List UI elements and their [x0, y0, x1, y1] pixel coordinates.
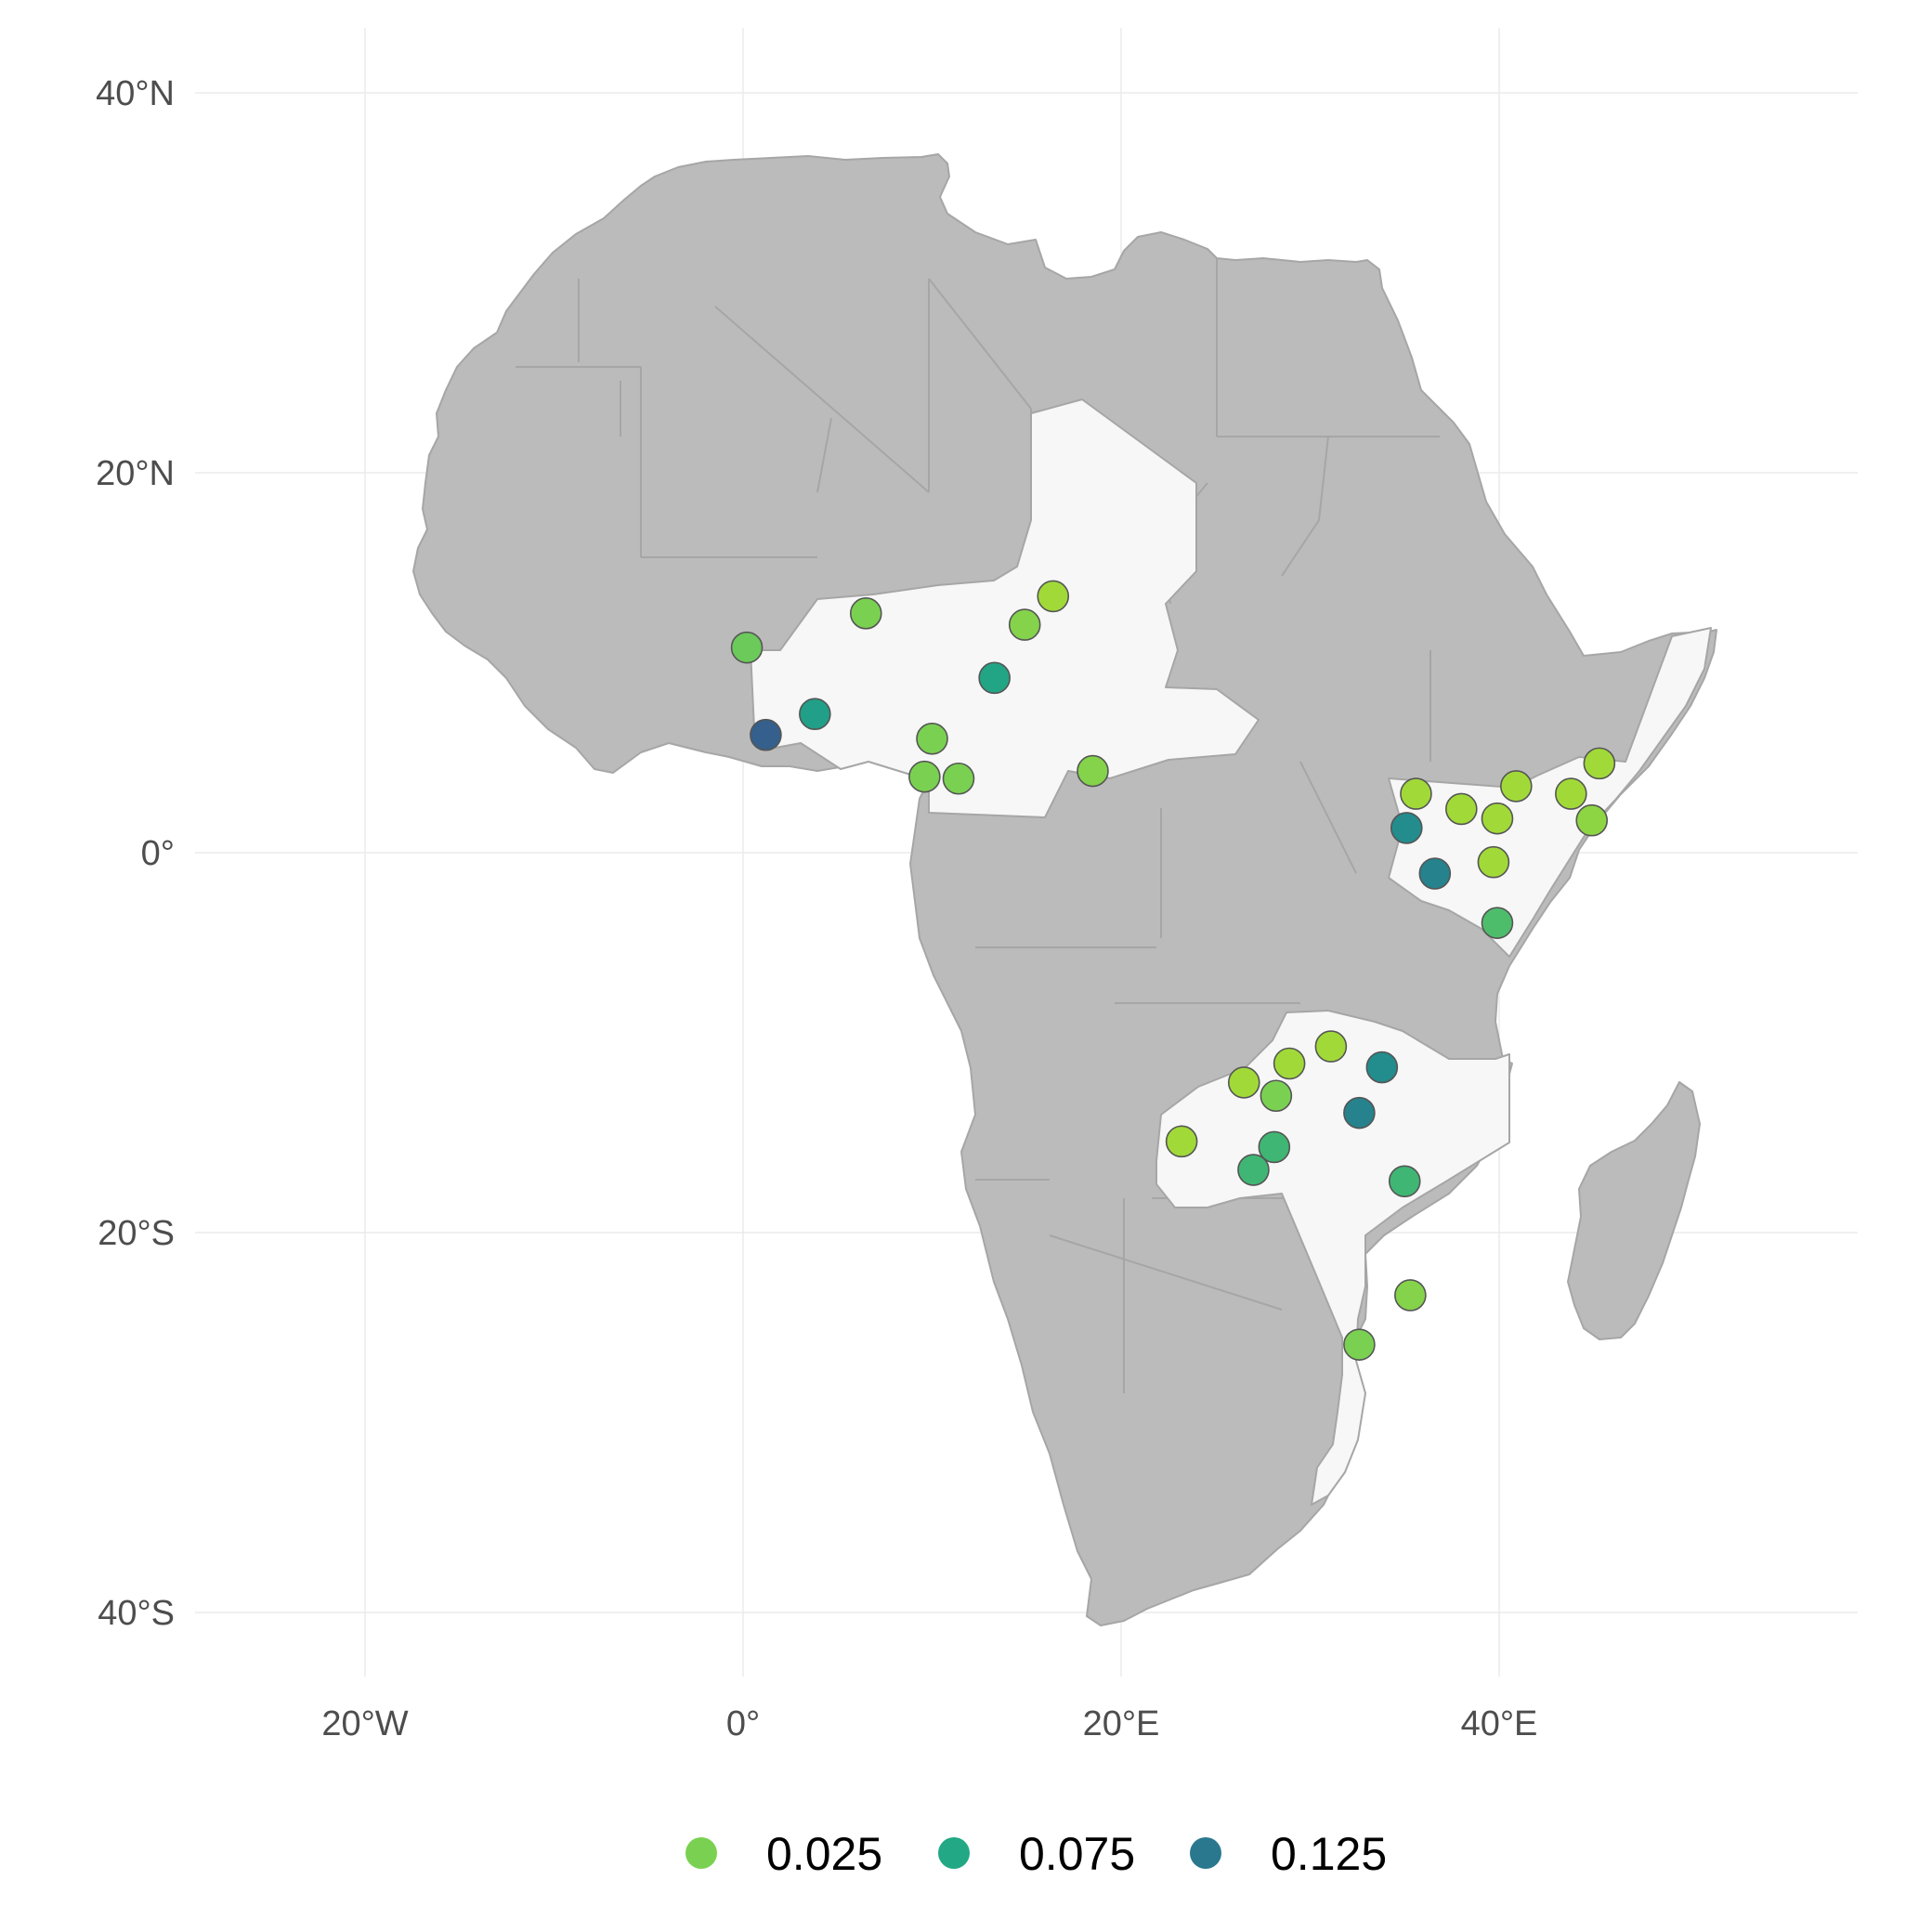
legend-label: 0.025 [766, 1828, 882, 1880]
data-point [799, 698, 831, 731]
data-point [1583, 747, 1616, 780]
country-layer [412, 153, 1717, 1626]
data-point [1481, 802, 1514, 835]
legend-key [685, 1837, 717, 1869]
x-tick-label: 0° [726, 1704, 760, 1743]
y-tick-label: 0° [141, 834, 175, 873]
data-point [1477, 845, 1510, 879]
data-point [1400, 777, 1432, 810]
data-point [942, 762, 975, 795]
data-point [908, 760, 941, 793]
data-point [1390, 812, 1423, 844]
legend-key [1190, 1837, 1221, 1869]
x-tick-label: 20°E [1083, 1704, 1160, 1743]
x-axis-labels: 20°W 0° 20°E 40°E [321, 1704, 1537, 1743]
y-tick-label: 40°N [96, 74, 175, 113]
y-tick-label: 40°S [98, 1594, 175, 1633]
x-tick-label: 40°E [1461, 1704, 1538, 1743]
data-point [1365, 1051, 1399, 1084]
data-point [1445, 792, 1478, 826]
data-point [1077, 754, 1109, 788]
africa-mainland [412, 153, 1717, 1626]
data-point [1555, 777, 1587, 810]
madagascar [1567, 1081, 1701, 1340]
data-point [750, 718, 782, 751]
x-tick-label: 20°W [321, 1704, 408, 1743]
data-point [1037, 580, 1070, 613]
legend: 0.025 0.075 0.125 [685, 1828, 1387, 1880]
data-point [1008, 608, 1041, 641]
data-point [1165, 1125, 1198, 1158]
data-point [1481, 907, 1514, 939]
highlight-region-west-central [750, 398, 1260, 818]
y-tick-label: 20°S [98, 1214, 175, 1253]
data-point [1418, 857, 1452, 890]
data-point [849, 597, 882, 630]
data-point [1260, 1079, 1293, 1113]
y-axis-labels: 40°N 20°N 0° 20°S 40°S [96, 74, 175, 1633]
data-point [1227, 1066, 1260, 1099]
highlight-region-east [1388, 627, 1712, 958]
legend-label: 0.075 [1019, 1828, 1135, 1880]
data-point [1343, 1328, 1376, 1361]
data-point [1388, 1165, 1421, 1198]
data-point [1394, 1279, 1427, 1312]
y-tick-label: 20°N [96, 454, 175, 493]
data-points [730, 580, 1616, 1361]
data-point [978, 661, 1011, 695]
data-point [1237, 1154, 1270, 1186]
data-point [1273, 1047, 1306, 1080]
data-point [1258, 1130, 1291, 1164]
legend-key [938, 1837, 970, 1869]
data-point [916, 722, 948, 755]
legend-label: 0.125 [1271, 1828, 1387, 1880]
highlight-region-south [1155, 1010, 1510, 1506]
data-point [1343, 1096, 1376, 1129]
highlighted-countries [750, 398, 1712, 1506]
data-point [1314, 1030, 1348, 1063]
data-point [1500, 770, 1533, 803]
data-point [730, 631, 764, 664]
data-point [1575, 803, 1609, 837]
